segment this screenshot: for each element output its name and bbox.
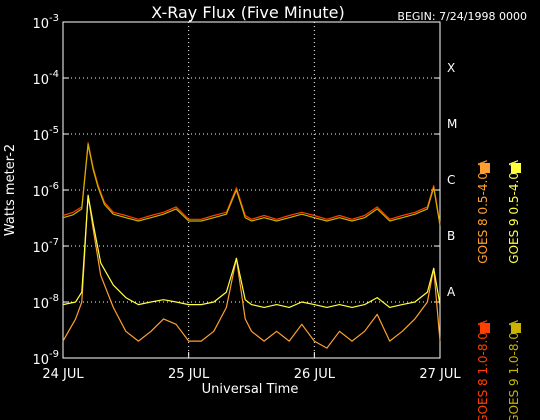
y-tick-label: 10-4: [32, 69, 59, 88]
x-tick-label: 26 JUL: [294, 367, 336, 382]
legend-label: GOES 9 1.0-8.0 A: [507, 319, 521, 420]
series-line: [62, 194, 441, 349]
legend: GOES 8 0.5-4.0 A GOES 9 0.5-4.0 A GOES 8 1…: [476, 159, 521, 420]
chart-title: X-Ray Flux (Five Minute): [151, 3, 344, 22]
series-line: [62, 194, 441, 308]
flare-class-label: X: [447, 61, 455, 75]
flare-class-label: A: [447, 285, 456, 299]
flare-class-label: B: [447, 229, 455, 243]
begin-date-label: BEGIN: 7/24/1998 0000: [397, 10, 527, 23]
plot-area: 10-9 10-8 10-7 10-6 10-5 10-4 10-3 24 JUL 25 JUL…: [32, 13, 461, 382]
legend-label: GOES 9 0.5-4.0 A: [507, 159, 521, 264]
y-tick-label: 10-6: [32, 181, 59, 200]
legend-swatch: [480, 163, 490, 173]
x-tick-label: 25 JUL: [168, 367, 210, 382]
x-tick-label: 24 JUL: [42, 367, 84, 382]
x-tick-label: 27 JUL: [419, 367, 461, 382]
legend-swatch: [511, 163, 521, 173]
legend-swatch: [480, 323, 490, 333]
series-line: [62, 143, 441, 226]
series-line: [62, 142, 441, 224]
y-tick-label: 10-7: [32, 237, 59, 256]
y-tick-label: 10-5: [32, 125, 59, 144]
y-tick-label: 10-3: [32, 13, 59, 32]
x-axis-label: Universal Time: [202, 382, 299, 397]
legend-label: GOES 8 1.0-8.0 A: [476, 319, 490, 420]
flare-class-label: C: [447, 173, 455, 187]
legend-label: GOES 8 0.5-4.0 A: [476, 159, 490, 264]
legend-swatch: [511, 323, 521, 333]
y-tick-label: 10-8: [32, 293, 59, 312]
y-axis-label: Watts meter-2: [3, 144, 18, 236]
y-tick-label: 10-9: [32, 349, 59, 368]
flare-class-label: M: [447, 117, 457, 131]
